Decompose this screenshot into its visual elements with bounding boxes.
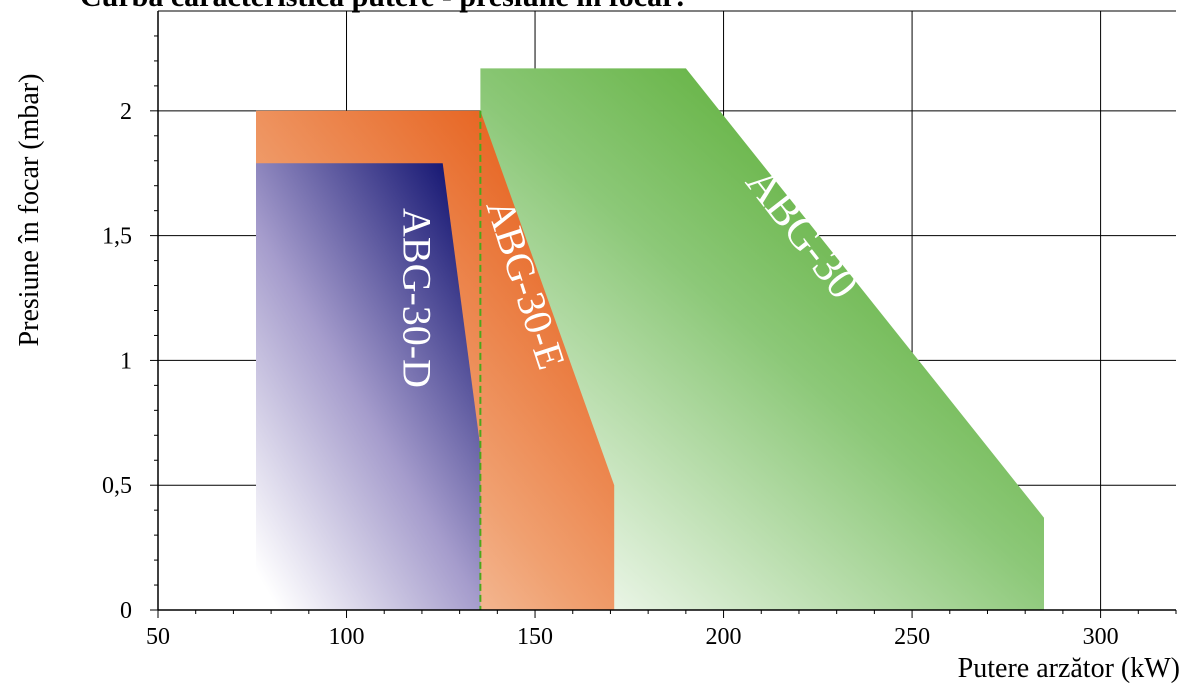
chart-title: Curba caracteristica putere - presiune î… — [80, 0, 685, 13]
series-area-abg-30-d — [256, 163, 481, 610]
x-tick-label: 150 — [517, 624, 553, 650]
x-tick-label: 100 — [329, 624, 365, 650]
y-tick-label: 0 — [120, 598, 132, 624]
x-tick-label: 300 — [1083, 624, 1119, 650]
series-label-abg-30-d: ABG-30-D — [394, 208, 439, 388]
x-axis-label: Putere arzător (kW) — [958, 653, 1180, 684]
ticks: 50 100 150 200 250 300 0 0,5 1 1,5 2 — [102, 35, 1177, 650]
series-area-abg-30 — [480, 68, 1044, 610]
y-tick-label: 2 — [120, 99, 132, 125]
y-tick-label: 1,5 — [102, 224, 132, 250]
x-tick-label: 200 — [706, 624, 742, 650]
x-tick-label: 50 — [146, 624, 170, 650]
y-tick-label: 1 — [120, 348, 132, 374]
y-tick-label: 0,5 — [102, 473, 132, 499]
series-areas — [256, 68, 1044, 611]
x-tick-label: 250 — [894, 624, 930, 650]
y-axis-label: Presiune în focar (mbar) — [14, 74, 45, 347]
